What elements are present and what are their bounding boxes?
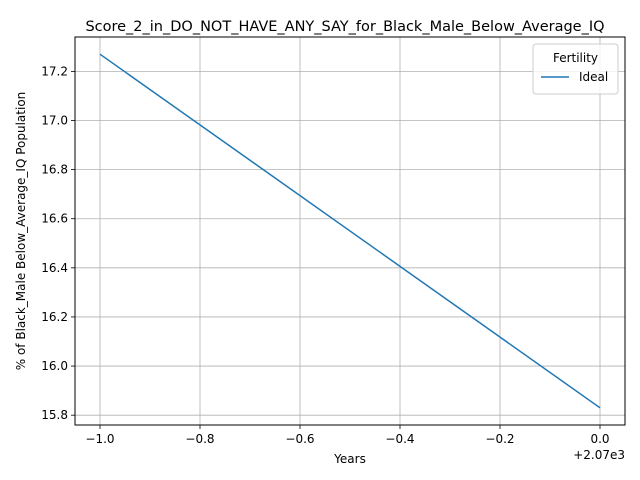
y-tick-label: 17.2 <box>41 64 68 78</box>
y-axis-label: % of Black_Male Below_Average_IQ Populat… <box>14 92 28 371</box>
x-tick-label: −0.4 <box>385 432 414 446</box>
x-tick-label: −0.6 <box>285 432 314 446</box>
legend: Fertility Ideal <box>532 43 619 95</box>
plot-frame <box>74 36 626 426</box>
series-layer <box>99 53 601 409</box>
y-tick-label: 15.8 <box>41 408 68 422</box>
x-tick-label: 0.0 <box>590 432 609 446</box>
y-axis: 15.8 16.0 16.2 16.4 16.6 16.8 17.0 17.2 <box>41 64 75 422</box>
y-tick-label: 16.2 <box>41 310 68 324</box>
series-line-ideal <box>99 53 601 409</box>
y-tick-label: 16.0 <box>41 359 68 373</box>
x-offset-label: +2.07e3 <box>573 448 625 462</box>
x-axis: −1.0 −0.8 −0.6 −0.4 −0.2 0.0 <box>85 425 610 446</box>
y-tick-label: 16.8 <box>41 163 68 177</box>
legend-series-label: Ideal <box>579 70 608 84</box>
chart-title: Score_2_in_DO_NOT_HAVE_ANY_SAY_for_Black… <box>85 19 604 35</box>
y-tick-label: 16.4 <box>41 261 68 275</box>
x-tick-label: −0.2 <box>485 432 514 446</box>
legend-title: Fertility <box>553 51 598 65</box>
x-tick-label: −0.8 <box>185 432 214 446</box>
y-tick-label: 16.6 <box>41 212 68 226</box>
x-axis-label: Years <box>333 452 366 466</box>
x-tick-label: −1.0 <box>85 432 114 446</box>
y-tick-label: 17.0 <box>41 113 68 127</box>
legend-box <box>532 43 619 95</box>
